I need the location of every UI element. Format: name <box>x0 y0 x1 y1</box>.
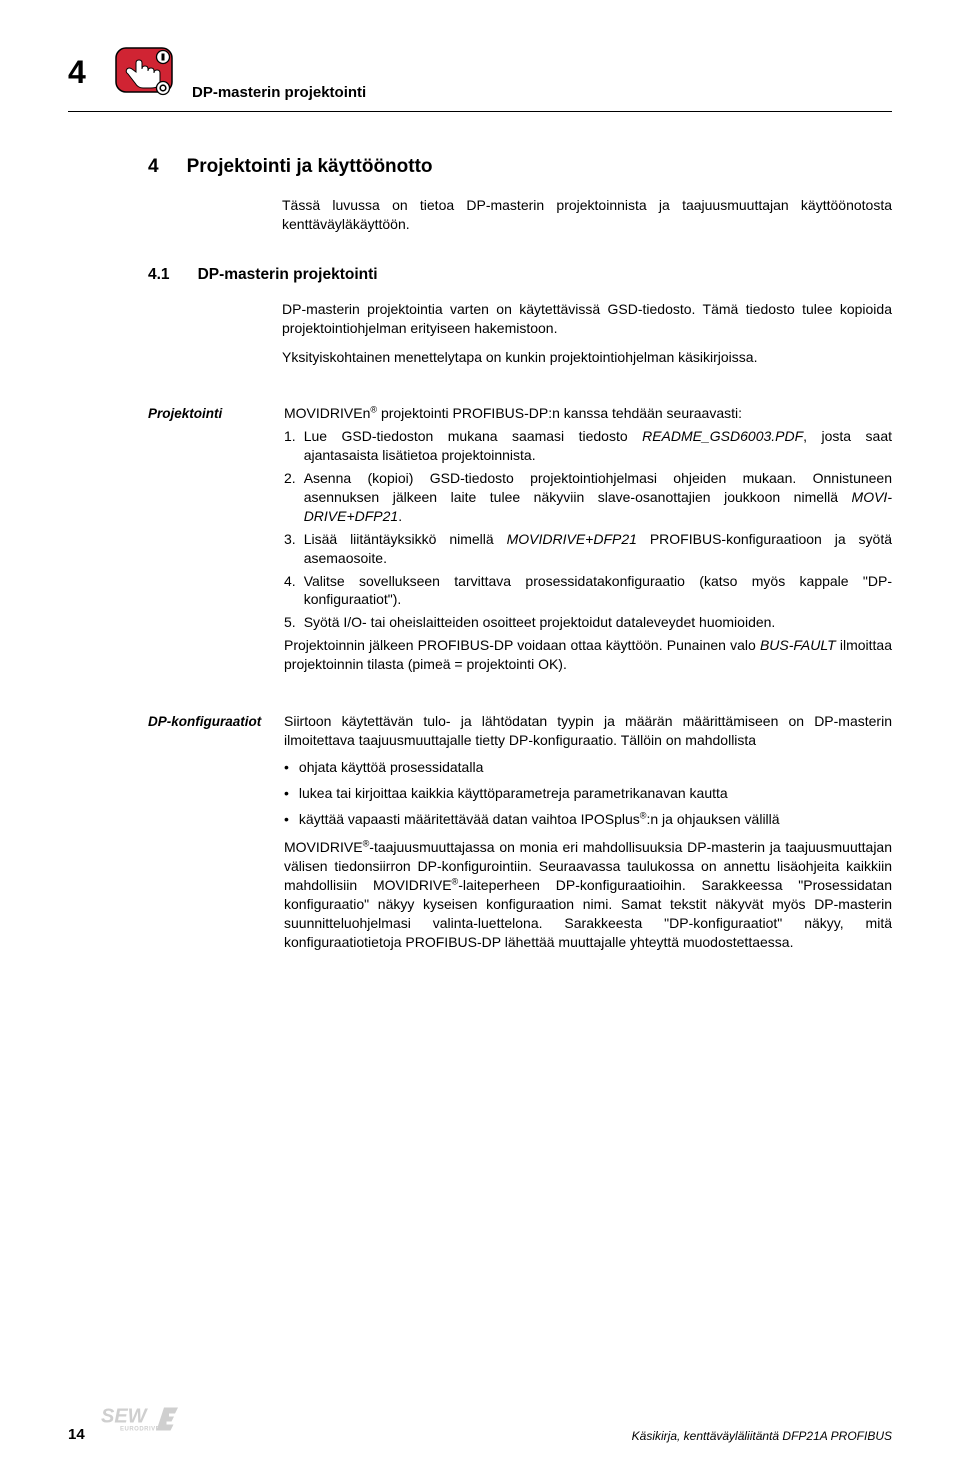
list-item: •ohjata käyttöä prosessidatalla <box>284 758 892 777</box>
svg-text:SEW: SEW <box>101 1406 149 1428</box>
lead-line: MOVIDRIVEn® projektointi PROFIBUS-DP:n k… <box>284 404 892 423</box>
page-number: 14 <box>68 1426 85 1443</box>
footer-doc-title: Käsikirja, kenttäväyläliitäntä DFP21A PR… <box>632 1429 892 1443</box>
list-item: 1.Lue GSD-tiedoston mukana saamasi tiedo… <box>284 427 892 465</box>
list-item: •käyttää vapaasti määritettävää datan va… <box>284 810 892 829</box>
page-header: 4 DP-masterin projektointi <box>68 40 892 112</box>
section-dp-konfiguraatiot: DP-konfiguraatiot Siirtoon käytettävän t… <box>148 712 892 956</box>
list-item: •lukea tai kirjoittaa kaikkia käyttöpara… <box>284 784 892 803</box>
footer-left: 14 SEW EURODRIVE <box>68 1400 189 1443</box>
intro-paragraph: Tässä luvussa on tietoa DP-masterin proj… <box>282 196 892 234</box>
header-title: DP-masterin projektointi <box>192 84 366 105</box>
section-trailer: MOVIDRIVE®-taajuusmuuttajassa on monia e… <box>284 838 892 951</box>
hand-button-icon <box>114 40 174 105</box>
heading-1: 4 Projektointi ja käyttöönotto <box>148 156 892 178</box>
lead-line: Siirtoon käytettävän tulo- ja lähtödatan… <box>284 712 892 750</box>
list-item: 5.Syötä I/O- tai oheislaitteiden osoitte… <box>284 613 892 632</box>
h1-number: 4 <box>148 156 159 178</box>
h2-para-2: Yksityiskohtainen menettelytapa on kunki… <box>282 348 892 367</box>
section-trailer: Projektoinnin jälkeen PROFIBUS-DP voidaa… <box>284 636 892 674</box>
svg-text:EURODRIVE: EURODRIVE <box>120 1427 160 1433</box>
section-projektointi: Projektointi MOVIDRIVEn® projektointi PR… <box>148 404 892 678</box>
section-label: DP-konfiguraatiot <box>148 712 266 956</box>
section-body: MOVIDRIVEn® projektointi PROFIBUS-DP:n k… <box>284 404 892 678</box>
section-label: Projektointi <box>148 404 266 678</box>
list-item: 3.Lisää liitäntäyksikkö nimellä MOVIDRIV… <box>284 530 892 568</box>
page-content: 4 Projektointi ja käyttöönotto Tässä luv… <box>68 156 892 956</box>
list-item: 2.Asenna (kopioi) GSD-tiedosto projektoi… <box>284 469 892 526</box>
h2-para-1: DP-masterin projektointia varten on käyt… <box>282 300 892 338</box>
h1-text: Projektointi ja käyttöönotto <box>187 156 433 178</box>
sew-logo-icon: SEW EURODRIVE <box>89 1400 189 1443</box>
page-footer: 14 SEW EURODRIVE Käsikirja, kenttäväyläl… <box>68 1400 892 1443</box>
section-body: Siirtoon käytettävän tulo- ja lähtödatan… <box>284 712 892 956</box>
numbered-list: 1.Lue GSD-tiedoston mukana saamasi tiedo… <box>284 427 892 632</box>
h2-text: DP-masterin projektointi <box>198 266 378 284</box>
h2-number: 4.1 <box>148 266 170 284</box>
bullet-list: •ohjata käyttöä prosessidatalla •lukea t… <box>284 758 892 829</box>
list-item: 4.Valitse sovellukseen tarvittava proses… <box>284 572 892 610</box>
chapter-number: 4 <box>68 54 96 91</box>
heading-2: 4.1 DP-masterin projektointi <box>148 266 892 284</box>
